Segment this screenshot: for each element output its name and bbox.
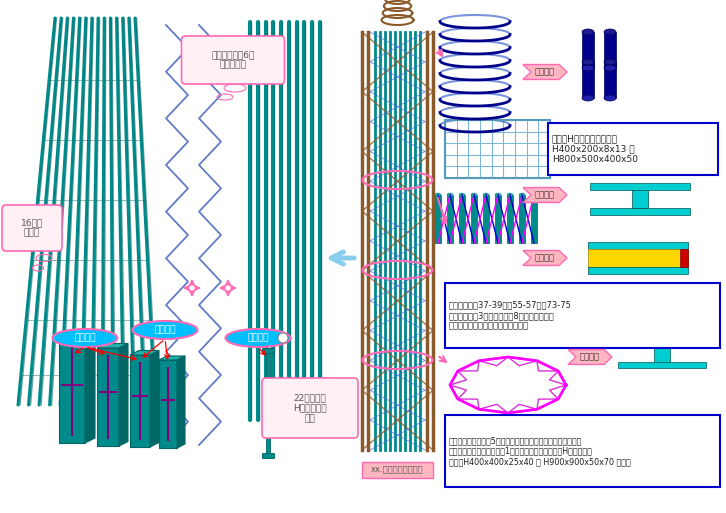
Bar — [519, 195, 525, 243]
Bar — [483, 195, 489, 243]
Polygon shape — [119, 344, 128, 446]
Polygon shape — [523, 250, 567, 266]
Ellipse shape — [435, 193, 441, 197]
Text: 杆件类型: 杆件类型 — [535, 68, 555, 76]
Polygon shape — [523, 65, 567, 80]
Polygon shape — [523, 187, 567, 203]
Text: 16根外
框架柱: 16根外 框架柱 — [21, 219, 43, 238]
Ellipse shape — [582, 29, 594, 35]
Bar — [531, 195, 537, 243]
Text: 伸臂桁架：在37-39层、55-57层、73-75
层分别设置了3道，每道包含8组伸臂桁架，伸
臂桁架与核心筒连接节点为铸钢件。: 伸臂桁架：在37-39层、55-57层、73-75 层分别设置了3道，每道包含8… — [449, 301, 572, 330]
Ellipse shape — [604, 95, 616, 101]
Bar — [495, 195, 501, 243]
Ellipse shape — [495, 193, 501, 197]
Bar — [266, 348, 270, 458]
Polygon shape — [159, 360, 177, 448]
Bar — [262, 348, 274, 353]
Polygon shape — [130, 355, 150, 447]
Polygon shape — [85, 333, 95, 443]
Text: 沿标高方向共布置了5道腰桁架，腰道桁架连接整个外框架柱取
形成整体，每段腰桁架跨越1个楼层。腰桁架构件采用H型钢，截面
尺寸：H400x400x25x40 至 : 沿标高方向共布置了5道腰桁架，腰道桁架连接整个外框架柱取 形成整体，每段腰桁架跨… — [449, 436, 631, 466]
Bar — [590, 208, 690, 215]
Bar — [618, 340, 706, 346]
Polygon shape — [97, 348, 119, 446]
Text: 钢骨的H型钢，截面尺寸：
H400x200x8x13 至
H800x500x400x50: 钢骨的H型钢，截面尺寸： H400x200x8x13 至 H800x500x40… — [552, 134, 638, 164]
Polygon shape — [568, 349, 612, 365]
Polygon shape — [59, 338, 85, 443]
Ellipse shape — [582, 95, 594, 101]
Ellipse shape — [226, 329, 290, 347]
Ellipse shape — [582, 65, 594, 71]
Bar — [588, 242, 688, 249]
Bar — [618, 362, 706, 368]
Ellipse shape — [459, 193, 465, 197]
Ellipse shape — [604, 59, 616, 65]
Ellipse shape — [278, 333, 288, 343]
Text: 截面类型: 截面类型 — [74, 333, 96, 343]
Polygon shape — [97, 344, 128, 348]
Ellipse shape — [447, 193, 453, 197]
Text: 22根核心筒
H型钢劲性钢
柱。: 22根核心筒 H型钢劲性钢 柱。 — [293, 393, 327, 423]
Bar — [471, 195, 477, 243]
Ellipse shape — [604, 29, 616, 35]
Text: 东西两侧布置6道
巨型斜撑。: 东西两侧布置6道 巨型斜撑。 — [211, 50, 255, 70]
Ellipse shape — [519, 193, 525, 197]
Bar — [588, 267, 688, 274]
Text: 截面共型: 截面共型 — [154, 326, 176, 334]
FancyBboxPatch shape — [262, 378, 358, 438]
Bar — [604, 62, 616, 98]
Polygon shape — [159, 356, 185, 360]
Bar — [582, 32, 594, 68]
Text: 杆件类型: 杆件类型 — [535, 190, 555, 200]
Bar — [435, 195, 441, 243]
FancyBboxPatch shape — [445, 283, 720, 348]
Ellipse shape — [507, 193, 513, 197]
Text: 三: 三 — [554, 134, 559, 143]
Bar — [507, 195, 513, 243]
Polygon shape — [177, 356, 185, 448]
Ellipse shape — [604, 65, 616, 71]
Bar — [654, 346, 670, 362]
FancyBboxPatch shape — [2, 205, 62, 251]
Bar — [632, 190, 648, 208]
Bar — [588, 249, 688, 267]
Bar — [590, 183, 690, 190]
FancyBboxPatch shape — [182, 36, 285, 84]
Ellipse shape — [471, 193, 477, 197]
Bar — [262, 453, 274, 458]
Bar — [447, 195, 453, 243]
Bar — [445, 120, 550, 178]
Text: 杆件类型: 杆件类型 — [535, 253, 555, 263]
Ellipse shape — [531, 193, 537, 197]
Bar — [459, 195, 465, 243]
Text: xx.金融中心整体模型: xx.金融中心整体模型 — [371, 465, 424, 475]
Bar — [680, 249, 688, 267]
FancyBboxPatch shape — [445, 415, 720, 487]
Ellipse shape — [52, 329, 118, 347]
Ellipse shape — [582, 59, 594, 65]
Polygon shape — [59, 333, 95, 338]
Ellipse shape — [483, 193, 489, 197]
FancyBboxPatch shape — [548, 123, 718, 175]
Ellipse shape — [133, 321, 197, 339]
Text: 杆件类型: 杆件类型 — [580, 352, 600, 362]
FancyBboxPatch shape — [362, 462, 433, 478]
Text: 截面类型: 截面类型 — [248, 333, 269, 343]
Bar — [582, 62, 594, 98]
Bar — [604, 32, 616, 68]
Polygon shape — [130, 350, 159, 355]
Polygon shape — [150, 350, 159, 447]
